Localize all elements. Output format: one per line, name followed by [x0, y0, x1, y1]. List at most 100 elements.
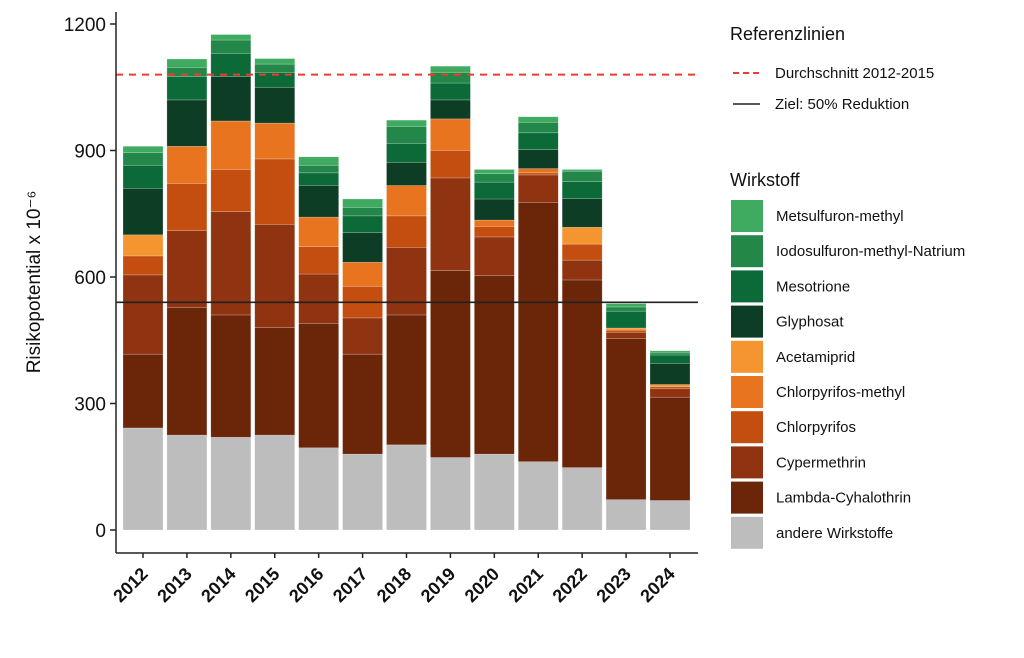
- x-tick-label: 2013: [153, 564, 195, 606]
- legend-swatch: [731, 481, 763, 514]
- bar-segment-2019-Mesotrione: [430, 82, 471, 101]
- y-tick-label: 300: [74, 395, 106, 416]
- bar-segment-2015-Lambda-Cyhalothrin: [254, 327, 296, 436]
- bar-segment-2013-andere-Wirkstoffe: [166, 434, 208, 531]
- bar-segment-2014-Mesotrione: [210, 53, 252, 78]
- legend-swatch: [731, 446, 763, 479]
- legend-item-label: Chlorpyrifos: [776, 419, 856, 436]
- legend-reference-lines: Referenzlinien Durchschnitt 2012-2015 Zie…: [730, 24, 934, 113]
- bar-segment-2022-Chlorpyrifos: [561, 243, 603, 261]
- bar-segment-2015-Iodosulfuron-methyl-Natrium: [254, 63, 296, 73]
- legend-item-label: Lambda-Cyhalothrin: [776, 490, 911, 507]
- bar-segment-2013-Cypermethrin: [166, 230, 208, 308]
- bar-segment-2021-Chlorpyrifos: [517, 172, 559, 176]
- bar-segment-2018-Cypermethrin: [386, 247, 427, 316]
- bar-segment-2024-Iodosulfuron-methyl-Natrium: [649, 352, 691, 356]
- bar-segment-2016-Glyphosat: [298, 185, 339, 218]
- bar-segment-2018-Mesotrione: [386, 143, 427, 163]
- bar-segment-2020-Cypermethrin: [474, 236, 515, 277]
- legend-item-label: Iodosulfuron-methyl-Natrium: [776, 243, 965, 260]
- bar-segment-2012-Lambda-Cyhalothrin: [122, 353, 164, 429]
- bar-segment-2024-andere-Wirkstoffe: [649, 500, 691, 531]
- bar-segment-2017-Lambda-Cyhalothrin: [342, 353, 383, 455]
- bar-segment-2013-Glyphosat: [166, 99, 208, 147]
- bar-segment-2015-andere-Wirkstoffe: [254, 434, 296, 531]
- legend-line-label: Ziel: 50% Reduktion: [775, 96, 909, 113]
- bar-segment-2014-andere-Wirkstoffe: [210, 436, 252, 531]
- bar-segment-2017-Chlorpyrifos-methyl: [342, 261, 383, 287]
- y-tick-label: 900: [74, 142, 106, 163]
- bar-segment-2024-Mesotrione: [649, 354, 691, 364]
- reference-lines: [116, 73, 698, 304]
- bar-segment-2017-Glyphosat: [342, 232, 383, 263]
- bar-stack-2014: [210, 34, 252, 531]
- bar-segment-2019-Iodosulfuron-methyl-Natrium: [430, 72, 471, 84]
- bar-segment-2012-Chlorpyrifos: [122, 255, 164, 276]
- y-tick-label: 600: [74, 268, 106, 289]
- bar-segment-2020-andere-Wirkstoffe: [474, 453, 515, 531]
- bar-segment-2012-Cypermethrin: [122, 274, 164, 355]
- bar-segment-2015-Chlorpyrifos: [254, 158, 296, 225]
- bar-stack-2020: [474, 169, 515, 531]
- bar-segment-2016-Cypermethrin: [298, 273, 339, 324]
- x-tick-label: 2023: [592, 564, 634, 606]
- bar-segment-2024-Cypermethrin: [649, 388, 691, 398]
- bar-segment-2018-Chlorpyrifos-methyl: [386, 185, 427, 217]
- bar-stack-2017: [342, 198, 383, 531]
- bar-segment-2015-Cypermethrin: [254, 223, 296, 328]
- bar-segment-2022-Cypermethrin: [561, 259, 603, 281]
- bar-segment-2021-Mesotrione: [517, 132, 559, 150]
- bar-segment-2022-Acetamiprid: [561, 226, 603, 245]
- bar-segment-2012-Iodosulfuron-methyl-Natrium: [122, 152, 164, 166]
- bar-segment-2024-Acetamiprid: [649, 384, 691, 387]
- bar-segment-2018-Metsulfuron-methyl: [386, 119, 427, 127]
- bar-segment-2022-andere-Wirkstoffe: [561, 467, 603, 531]
- y-ticks: 0 300 600 900 1200: [64, 15, 116, 542]
- bar-segment-2021-Lambda-Cyhalothrin: [517, 202, 559, 462]
- bar-stack-2016: [298, 156, 339, 531]
- bar-segment-2014-Chlorpyrifos: [210, 169, 252, 212]
- bar-segment-2013-Lambda-Cyhalothrin: [166, 307, 208, 436]
- x-tick-label: 2019: [417, 564, 459, 606]
- bar-segment-2022-Glyphosat: [561, 198, 603, 228]
- bar-segment-2022-Lambda-Cyhalothrin: [561, 279, 603, 468]
- bar-segment-2012-Acetamiprid: [122, 234, 164, 257]
- legend-item-label: Chlorpyrifos-methyl: [776, 384, 905, 401]
- bar-segment-2014-Chlorpyrifos-methyl: [210, 120, 252, 170]
- legend-swatch: [731, 235, 763, 268]
- x-tick-label: 2017: [329, 564, 371, 606]
- bar-stack-2021: [517, 116, 559, 531]
- bar-segment-2023-Mesotrione: [605, 310, 647, 329]
- bars-layer: [122, 34, 691, 531]
- legend-wirkstoff: Wirkstoff Metsulfuron-methyl Iodosulfuron…: [730, 170, 965, 549]
- bar-segment-2016-andere-Wirkstoffe: [298, 447, 339, 531]
- bar-segment-2012-andere-Wirkstoffe: [122, 427, 164, 531]
- bar-segment-2015-Chlorpyrifos-methyl: [254, 122, 296, 160]
- x-tick-label: 2018: [373, 564, 415, 606]
- bar-segment-2023-Iodosulfuron-methyl-Natrium: [605, 306, 647, 312]
- bar-segment-2017-andere-Wirkstoffe: [342, 453, 383, 531]
- bar-segment-2014-Metsulfuron-methyl: [210, 34, 252, 41]
- bar-stack-2024: [649, 350, 691, 531]
- bar-segment-2021-Cypermethrin: [517, 174, 559, 203]
- bar-segment-2024-Lambda-Cyhalothrin: [649, 396, 691, 501]
- legend-item-label: Metsulfuron-methyl: [776, 208, 904, 225]
- bar-segment-2016-Metsulfuron-methyl: [298, 156, 339, 166]
- bar-segment-2023-Cypermethrin: [605, 331, 647, 339]
- bar-segment-2014-Lambda-Cyhalothrin: [210, 314, 252, 438]
- bar-segment-2018-Iodosulfuron-methyl-Natrium: [386, 126, 427, 144]
- bar-segment-2014-Cypermethrin: [210, 211, 252, 316]
- bar-segment-2024-Metsulfuron-methyl: [649, 350, 691, 354]
- bar-segment-2024-Chlorpyrifos: [649, 386, 691, 390]
- legend-reference-title: Referenzlinien: [730, 24, 845, 44]
- bar-segment-2018-Glyphosat: [386, 162, 427, 186]
- bar-segment-2018-Lambda-Cyhalothrin: [386, 314, 427, 446]
- bar-segment-2024-Glyphosat: [649, 363, 691, 385]
- legend-swatch: [731, 376, 763, 408]
- bar-segment-2020-Iodosulfuron-methyl-Natrium: [474, 173, 515, 183]
- bar-segment-2017-Iodosulfuron-methyl-Natrium: [342, 207, 383, 217]
- bar-segment-2019-Metsulfuron-methyl: [430, 65, 471, 73]
- bar-segment-2020-Chlorpyrifos-methyl: [474, 219, 515, 227]
- bar-segment-2016-Chlorpyrifos: [298, 246, 339, 275]
